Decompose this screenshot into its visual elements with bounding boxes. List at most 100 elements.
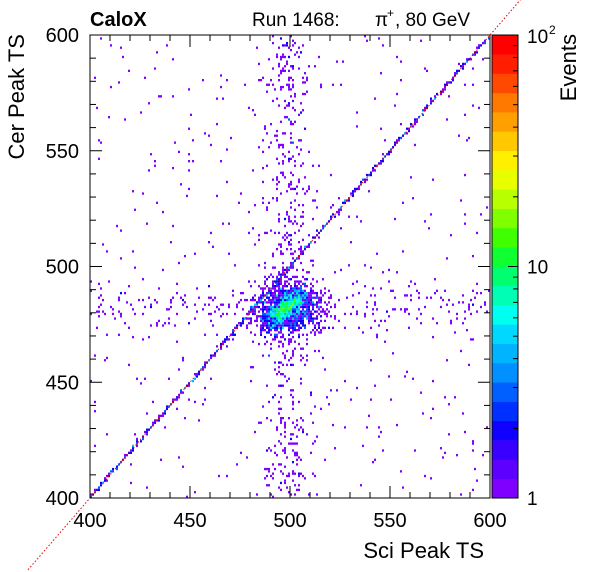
heatmap-cell	[274, 301, 276, 304]
heatmap-cell	[172, 95, 174, 98]
heatmap-cell	[308, 294, 310, 297]
heatmap-cell	[90, 280, 92, 283]
heatmap-cell	[240, 291, 242, 295]
heatmap-cell	[292, 310, 294, 313]
heatmap-cell	[340, 227, 342, 230]
heatmap-cell	[414, 143, 416, 147]
heatmap-cell	[278, 104, 280, 107]
heatmap-cell	[356, 310, 358, 313]
heatmap-cell	[292, 352, 294, 355]
heatmap-cell	[180, 183, 182, 186]
heatmap-cell	[100, 481, 102, 485]
heatmap-cell	[380, 287, 382, 290]
heatmap-cell	[314, 296, 316, 299]
heatmap-cell	[338, 210, 340, 214]
heatmap-cell	[276, 322, 278, 325]
heatmap-cell	[460, 199, 462, 202]
heatmap-cell	[298, 400, 300, 404]
heatmap-cell	[272, 324, 274, 327]
heatmap-cell	[306, 296, 308, 299]
heatmap-cell	[140, 382, 142, 385]
heatmap-cell	[410, 176, 412, 179]
heatmap-cell	[306, 308, 308, 311]
heatmap-cell	[212, 354, 214, 357]
heatmap-cell	[298, 113, 300, 117]
heatmap-cell	[376, 164, 378, 167]
heatmap-cell	[110, 305, 112, 309]
heatmap-cell	[120, 46, 122, 49]
heatmap-cell	[186, 495, 188, 498]
heatmap-cell	[290, 338, 292, 341]
heatmap-cell	[188, 398, 190, 401]
particle-label: π	[375, 10, 388, 31]
heatmap-cell	[292, 106, 294, 110]
heatmap-cell	[274, 312, 276, 316]
heatmap-cell	[452, 76, 454, 79]
heatmap-cell	[382, 44, 384, 47]
heatmap-cell	[296, 458, 298, 461]
heatmap-cell	[320, 319, 322, 323]
heatmap-cell	[290, 291, 292, 295]
heatmap-cell	[446, 257, 448, 260]
heatmap-cell	[228, 338, 230, 341]
heatmap-cell	[422, 109, 424, 112]
heatmap-cell	[290, 180, 292, 184]
heatmap-cell	[286, 236, 288, 239]
heatmap-cell	[280, 340, 282, 343]
heatmap-cell	[268, 326, 270, 329]
colorbar-swatch	[492, 189, 518, 209]
heatmap-cell	[286, 247, 288, 251]
heatmap-cell	[260, 294, 262, 297]
heatmap-cell	[296, 301, 298, 304]
heatmap-cell	[278, 271, 280, 274]
heatmap-cell	[220, 160, 222, 163]
heatmap-cell	[320, 289, 322, 292]
heatmap-cell	[330, 294, 332, 297]
heatmap-cell	[120, 460, 122, 464]
heatmap-cell	[256, 317, 258, 320]
heatmap-cell	[250, 322, 252, 325]
heatmap-cell	[100, 484, 102, 487]
heatmap-cell	[184, 254, 186, 258]
heatmap-cell	[374, 169, 376, 172]
heatmap-cell	[408, 285, 410, 288]
heatmap-cell	[300, 305, 302, 309]
heatmap-cell	[300, 294, 302, 297]
heatmap-cell	[344, 199, 346, 202]
heatmap-cell	[284, 268, 286, 272]
heatmap-cell	[288, 104, 290, 107]
heatmap-cell	[290, 433, 292, 436]
heatmap-cell	[358, 185, 360, 188]
heatmap-cell	[460, 493, 462, 496]
heatmap-cell	[344, 312, 346, 316]
heatmap-cell	[282, 324, 284, 327]
heatmap-cell	[300, 301, 302, 304]
heatmap-cell	[248, 317, 250, 320]
heatmap-cell	[318, 322, 320, 325]
heatmap-cell	[292, 363, 294, 367]
heatmap-cell	[104, 312, 106, 316]
heatmap-cell	[288, 296, 290, 299]
heatmap-cell	[312, 259, 314, 262]
heatmap-cell	[300, 289, 302, 292]
heatmap-cell	[154, 164, 156, 167]
heatmap-cell	[356, 215, 358, 218]
heatmap-cell	[334, 215, 336, 218]
heatmap-cell	[288, 303, 290, 306]
heatmap-cell	[286, 296, 288, 299]
heatmap-cell	[408, 129, 410, 133]
heatmap-cell	[288, 185, 290, 188]
heatmap-cell	[354, 187, 356, 191]
heatmap-cell	[302, 301, 304, 304]
heatmap-cell	[262, 289, 264, 292]
heatmap-cell	[304, 305, 306, 309]
heatmap-cell	[454, 72, 456, 75]
heatmap-cell	[292, 173, 294, 177]
heatmap-cell	[254, 319, 256, 323]
heatmap-cell	[292, 275, 294, 279]
heatmap-cell	[292, 99, 294, 103]
heatmap-cell	[164, 322, 166, 325]
heatmap-cell	[266, 132, 268, 135]
heatmap-cell	[292, 449, 294, 452]
